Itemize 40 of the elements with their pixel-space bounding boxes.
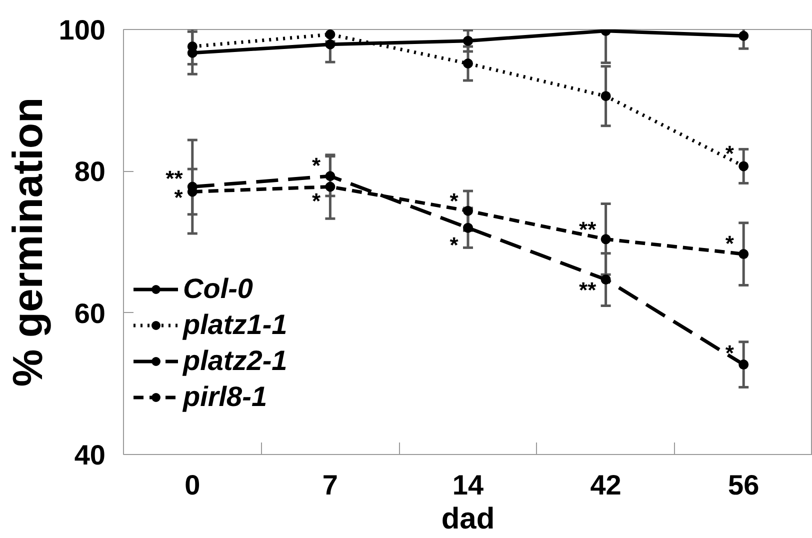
x-tick-label: 0 xyxy=(184,470,200,500)
point xyxy=(463,222,473,233)
annotation: * xyxy=(725,340,734,366)
x-tick-label: 42 xyxy=(590,470,622,500)
annotation: * xyxy=(725,230,734,256)
point xyxy=(325,182,336,192)
annotation: * xyxy=(312,153,321,178)
y-tick-label: 100 xyxy=(58,14,106,46)
x-tick-label: 14 xyxy=(452,470,484,500)
annotation: * xyxy=(725,140,734,166)
point xyxy=(600,234,611,244)
x-tick-label: 56 xyxy=(728,470,760,500)
point xyxy=(325,39,336,50)
point xyxy=(463,206,473,216)
y-axis-title: % germination xyxy=(4,97,51,387)
annotation: ** xyxy=(579,216,597,242)
point xyxy=(463,36,473,46)
point xyxy=(463,58,473,68)
x-tick-label: 7 xyxy=(322,470,338,500)
annotation: * xyxy=(450,232,459,258)
x-axis-title: dad xyxy=(441,502,495,536)
y-tick-label: 40 xyxy=(74,440,106,470)
y-tick-label: 80 xyxy=(74,156,106,188)
point xyxy=(738,249,749,260)
legend-label: pirl8-1 xyxy=(183,380,268,414)
annotation: * xyxy=(450,188,459,214)
legend-label: platz1-1 xyxy=(183,308,288,342)
legend-label: platz2-1 xyxy=(183,344,288,378)
annotation: * xyxy=(312,188,321,214)
point xyxy=(738,161,749,172)
point xyxy=(325,171,336,182)
point xyxy=(325,30,336,40)
point xyxy=(600,91,611,102)
point xyxy=(600,274,611,285)
point xyxy=(738,360,749,370)
point xyxy=(187,42,198,52)
point xyxy=(738,30,749,41)
legend-label: Col-0 xyxy=(183,272,253,306)
annotation: ** xyxy=(579,278,597,303)
y-tick-label: 60 xyxy=(74,298,106,329)
